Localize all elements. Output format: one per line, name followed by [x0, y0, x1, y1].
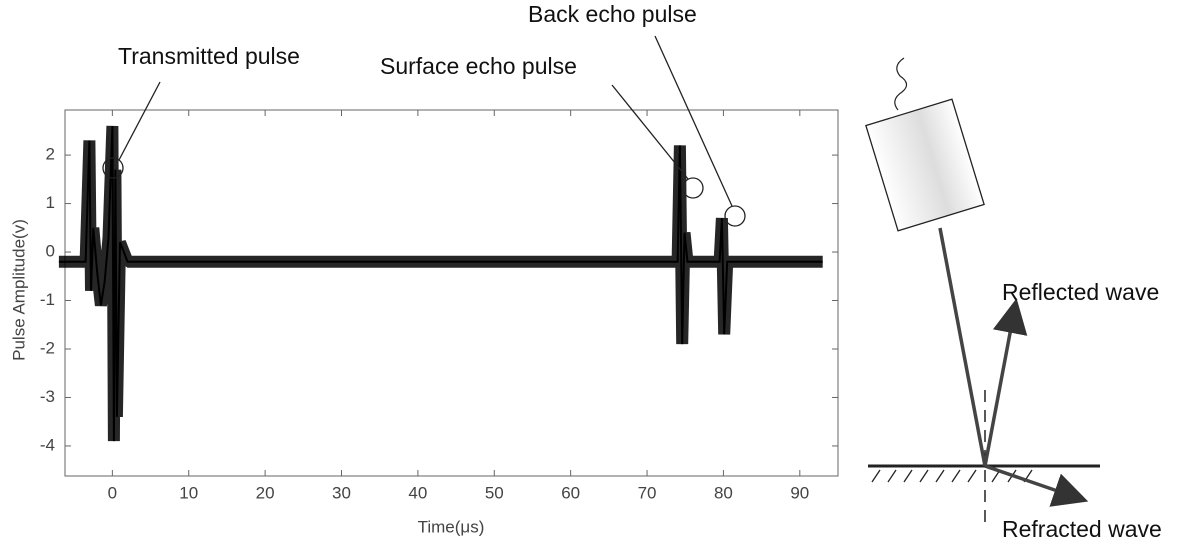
x-tick-label: 10 [179, 483, 198, 502]
y-tick-label: 2 [46, 145, 55, 164]
x-tick-label: 60 [561, 483, 580, 502]
y-tick-label: 0 [46, 242, 55, 261]
diagram-label: Refracted wave [1002, 516, 1162, 542]
annotation: Surface echo pulse [380, 53, 577, 79]
x-axis-label: Time(μs) [418, 517, 485, 536]
signal-line [58, 125, 823, 442]
wave-diagram: Reflected wave Refracted wave [865, 57, 1162, 542]
x-tick-label: 70 [638, 483, 657, 502]
x-tick-label: 80 [714, 483, 733, 502]
y-tick-label: -4 [40, 435, 55, 454]
plot: 0 10 20 30 40 50 60 70 80 90 -4 -3 -2 -1 0 1 2 [40, 109, 839, 502]
y-tick-label: 1 [46, 193, 55, 212]
x-tick-label: 0 [108, 483, 117, 502]
signal-band [58, 125, 823, 442]
annotation: Transmitted pulse [118, 43, 300, 69]
x-tick-label: 30 [332, 483, 351, 502]
x-tick-label: 20 [256, 483, 275, 502]
x-tick-label: 50 [485, 483, 504, 502]
y-tick-label: -3 [40, 387, 55, 406]
y-tick-label: -1 [40, 290, 55, 309]
y-tick-label: -2 [40, 338, 55, 357]
diagram-label: Reflected wave [1002, 279, 1159, 305]
y-axis-label: Pulse Amplitude(v) [9, 219, 28, 361]
x-tick-label: 40 [408, 483, 427, 502]
annotation-pointers [102, 35, 746, 227]
annotation: Back echo pulse [528, 1, 697, 27]
plot-frame [64, 109, 839, 477]
x-tick-label: 90 [790, 483, 809, 502]
